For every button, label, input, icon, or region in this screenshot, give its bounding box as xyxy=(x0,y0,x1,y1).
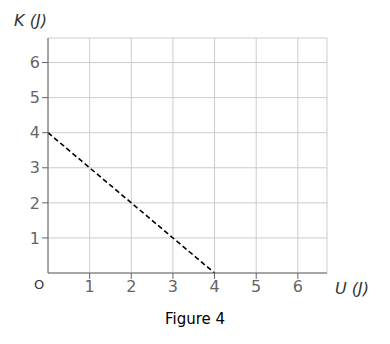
svg-text:4: 4 xyxy=(209,277,219,296)
svg-text:5: 5 xyxy=(30,88,40,107)
svg-text:2: 2 xyxy=(30,194,40,213)
svg-text:6: 6 xyxy=(293,277,303,296)
svg-text:3: 3 xyxy=(30,158,40,177)
svg-text:U (J): U (J) xyxy=(335,279,369,298)
svg-text:K (J): K (J) xyxy=(14,11,47,30)
svg-text:6: 6 xyxy=(30,53,40,72)
html-text:Figure 4: Figure 4 xyxy=(164,310,226,328)
svg-text:3: 3 xyxy=(168,277,178,296)
svg-text:2: 2 xyxy=(126,277,136,296)
svg-text:5: 5 xyxy=(251,277,261,296)
svg-text:O: O xyxy=(34,277,44,292)
svg-text:1: 1 xyxy=(30,229,40,248)
svg-text:1: 1 xyxy=(85,277,95,296)
svg-text:4: 4 xyxy=(30,123,40,142)
